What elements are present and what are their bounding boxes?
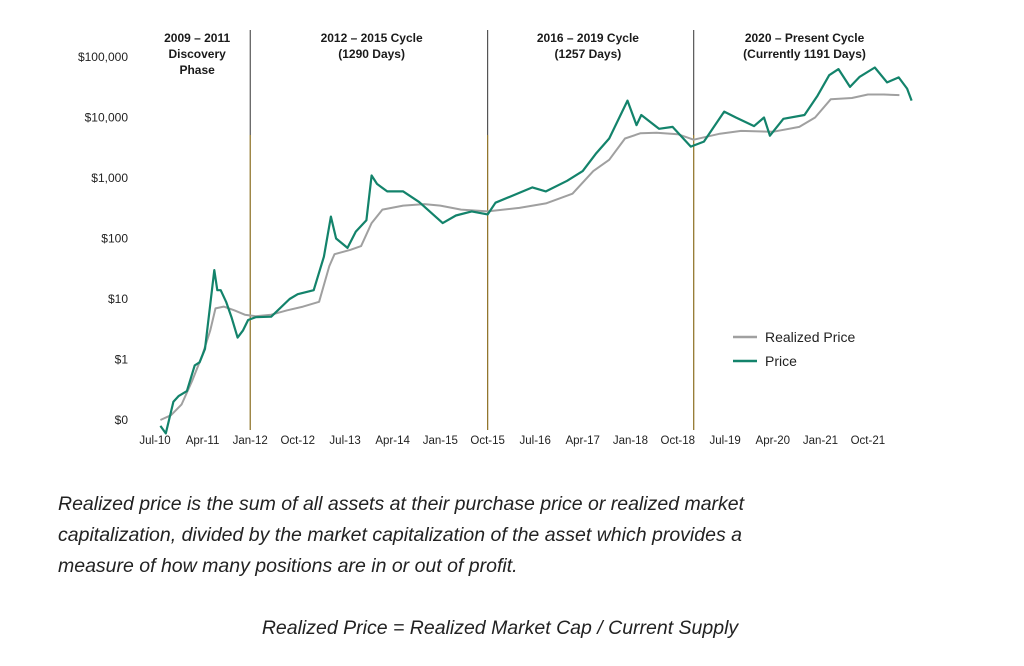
- legend: Realized Price Price: [733, 329, 855, 369]
- phase-label: 2009 – 2011: [164, 31, 230, 45]
- y-tick-label: $100: [101, 232, 128, 246]
- x-tick-label: Jul-19: [709, 435, 740, 447]
- realized-price-chart: $100,000 $10,000 $1,000 $100 $10 $1 $0 Jul-10 A…: [78, 30, 913, 447]
- phase-label: Phase: [179, 63, 215, 77]
- phase-label: (1290 Days): [338, 47, 405, 61]
- x-tick-label: Jan-18: [613, 435, 648, 447]
- phase-label: Discovery: [168, 47, 226, 61]
- x-tick-label: Jan-12: [233, 435, 268, 447]
- caption: Realized price is the sum of all assets …: [58, 489, 958, 582]
- y-tick-label: $100,000: [78, 50, 128, 64]
- y-tick-label: $0: [115, 413, 129, 427]
- y-tick-label: $10: [108, 292, 128, 306]
- phase-label: 2016 – 2019 Cycle: [537, 31, 639, 45]
- phase-label: 2020 – Present Cycle: [745, 31, 865, 45]
- phase-label: (Currently 1191 Days): [743, 47, 866, 61]
- y-tick-label: $10,000: [85, 111, 129, 125]
- x-tick-label: Jul-16: [520, 435, 551, 447]
- legend-label: Realized Price: [765, 329, 855, 345]
- legend-label: Price: [765, 353, 797, 369]
- x-tick-label: Apr-20: [756, 435, 791, 447]
- x-tick-label: Oct-15: [470, 435, 505, 447]
- formula: Realized Price = Realized Market Cap / C…: [261, 617, 739, 639]
- series-lines: [159, 66, 913, 435]
- x-tick-label: Apr-17: [565, 435, 600, 447]
- x-tick-label: Oct-12: [280, 435, 315, 447]
- cycle-dividers: [249, 30, 695, 430]
- x-tick-label: Oct-21: [851, 435, 886, 447]
- x-tick-label: Jan-21: [803, 435, 838, 447]
- x-tick-label: Jul-10: [139, 435, 170, 447]
- x-tick-label: Oct-18: [661, 435, 696, 447]
- phase-label: (1257 Days): [555, 47, 622, 61]
- x-tick-label: Jul-13: [329, 435, 360, 447]
- price-line: [159, 66, 913, 435]
- phase-label: 2012 – 2015 Cycle: [321, 31, 423, 45]
- y-tick-label: $1,000: [91, 171, 128, 185]
- x-tick-label: Apr-14: [375, 435, 410, 447]
- phase-labels: 2009 – 2011 Discovery Phase 2012 – 2015 Cyc…: [164, 31, 866, 77]
- caption-line: measure of how many positions are in or …: [58, 555, 518, 577]
- caption-line: capitalization, divided by the market ca…: [58, 524, 742, 546]
- caption-line: Realized price is the sum of all assets …: [58, 493, 745, 515]
- y-axis: $100,000 $10,000 $1,000 $100 $10 $1 $0: [78, 50, 128, 427]
- y-tick-label: $1: [115, 353, 129, 367]
- x-tick-label: Apr-11: [186, 435, 220, 447]
- x-tick-label: Jan-15: [423, 435, 458, 447]
- realized-price-line: [159, 93, 900, 421]
- x-axis: Jul-10 Apr-11 Jan-12 Oct-12 Jul-13 Apr-14 Jan-…: [139, 435, 885, 447]
